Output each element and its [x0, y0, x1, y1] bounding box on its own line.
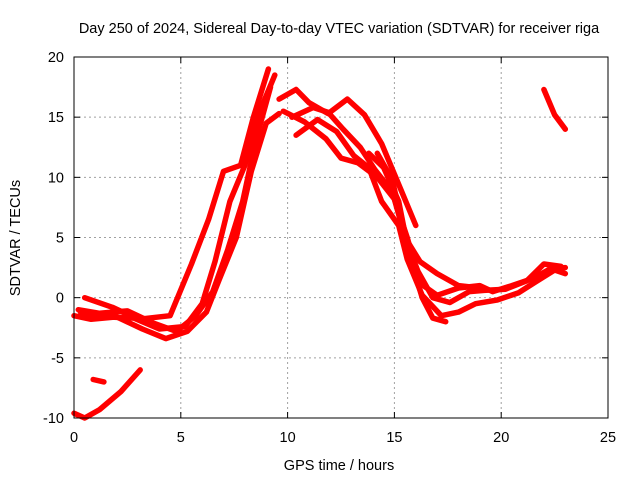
y-axis-label: SDTVAR / TECUs: [8, 180, 24, 296]
chart-title: Day 250 of 2024, Sidereal Day-to-day VTE…: [79, 21, 600, 37]
y-tick-label: 5: [56, 231, 64, 247]
x-tick-label: 25: [600, 430, 616, 446]
y-tick-label: 15: [48, 110, 64, 126]
grid: [74, 57, 608, 418]
x-tick-label: 5: [177, 430, 185, 446]
series-line-sat-c: [77, 72, 278, 332]
series-line-sat-j: [374, 150, 483, 291]
series-line-sat-k: [71, 367, 143, 421]
y-tick-label: 10: [48, 170, 64, 186]
y-tick-label: -10: [43, 411, 64, 427]
series-line-sat-m: [541, 86, 569, 132]
x-tick-label: 10: [280, 430, 296, 446]
ticks: 0 5 10 15 20 25 -10 -5 0 5 10 15 20: [43, 50, 616, 446]
series-line-sat-l: [90, 376, 107, 385]
y-tick-label: 0: [56, 291, 64, 307]
y-tick-label: -5: [51, 351, 64, 367]
x-tick-label: 20: [493, 430, 509, 446]
y-tick-label: 20: [48, 50, 64, 66]
series-group: [71, 66, 569, 421]
x-axis-label: GPS time / hours: [284, 458, 394, 474]
series-line-sat-b: [75, 84, 274, 335]
series-line-sat-e: [276, 86, 419, 229]
x-tick-label: 0: [70, 430, 78, 446]
series-line-sat-g: [289, 104, 564, 306]
series-line-sat-d: [81, 66, 272, 323]
x-tick-label: 15: [386, 430, 402, 446]
